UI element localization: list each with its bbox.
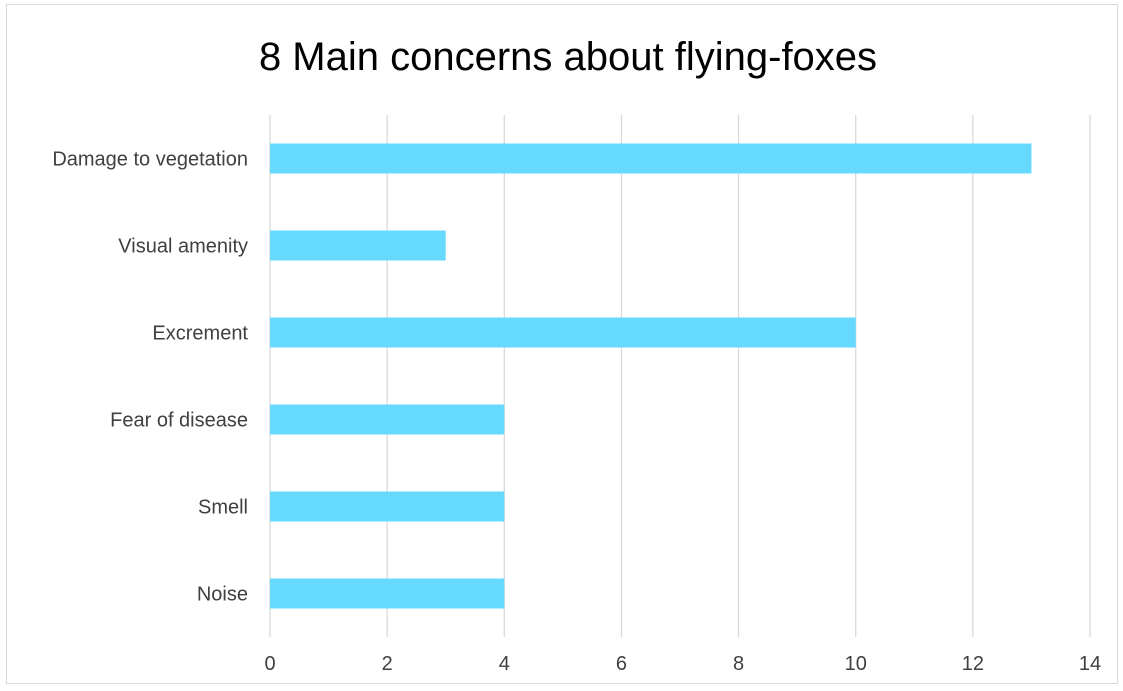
x-tick-label: 0: [264, 653, 275, 675]
bar: [270, 317, 856, 348]
bar: [270, 230, 446, 261]
category-labels: Damage to vegetation Visual amenity Excrem…: [52, 149, 248, 606]
x-tick-label: 14: [1079, 653, 1101, 675]
x-axis-tick-labels: 0 2 4 6 8 10 12 14: [264, 653, 1101, 675]
x-tick-label: 10: [845, 653, 867, 675]
category-label: Visual amenity: [118, 236, 248, 258]
x-tick-label: 8: [733, 653, 744, 675]
grid-lines: [269, 115, 1091, 637]
category-label: Smell: [198, 497, 248, 519]
chart-title: 8 Main concerns about flying-foxes: [259, 35, 877, 79]
x-tick-label: 6: [616, 653, 627, 675]
bar: [270, 404, 505, 435]
bars: [270, 143, 1032, 609]
bar: [270, 143, 1032, 174]
category-label: Excrement: [152, 323, 248, 345]
x-tick-label: 12: [962, 653, 984, 675]
category-label: Damage to vegetation: [52, 149, 248, 171]
bar: [270, 491, 505, 522]
x-tick-label: 4: [499, 653, 510, 675]
bar: [270, 578, 505, 609]
category-label: Noise: [197, 584, 248, 606]
category-label: Fear of disease: [110, 410, 248, 432]
x-tick-label: 2: [382, 653, 393, 675]
